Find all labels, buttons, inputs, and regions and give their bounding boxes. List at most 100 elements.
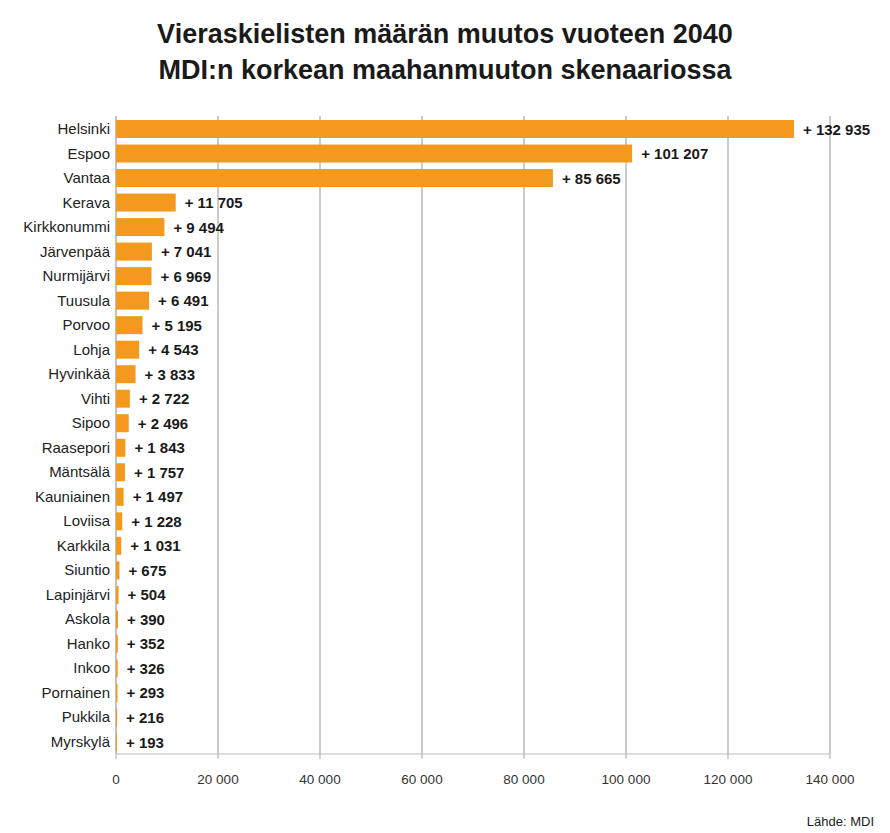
grid-line bbox=[319, 116, 320, 754]
bar bbox=[116, 463, 125, 481]
bar bbox=[116, 316, 142, 334]
category-label: Pukkila bbox=[62, 708, 111, 725]
grid-line bbox=[727, 116, 728, 754]
tick-label: 20 000 bbox=[197, 772, 238, 787]
category-label: Pornainen bbox=[42, 684, 110, 701]
data-label: + 4 543 bbox=[148, 341, 198, 358]
data-labels: + 132 935+ 101 207+ 85 665+ 11 705+ 9 49… bbox=[126, 121, 870, 751]
data-label: + 7 041 bbox=[161, 243, 211, 260]
tick-mark bbox=[320, 754, 321, 759]
category-label: Hanko bbox=[67, 635, 110, 652]
bar bbox=[116, 414, 129, 432]
bar bbox=[116, 659, 118, 677]
category-label: Karkkila bbox=[57, 537, 111, 554]
data-label: + 3 833 bbox=[145, 366, 195, 383]
category-label: Helsinki bbox=[57, 120, 110, 137]
bar bbox=[116, 292, 149, 310]
chart-svg: Vieraskielisten määrän muutos vuoteen 20… bbox=[0, 0, 890, 833]
category-label: Kirkkonummi bbox=[23, 218, 110, 235]
grid-line bbox=[523, 116, 524, 754]
category-label: Järvenpää bbox=[40, 243, 111, 260]
category-label: Lapinjärvi bbox=[46, 586, 110, 603]
data-label: + 2 496 bbox=[138, 415, 188, 432]
bar bbox=[116, 218, 164, 236]
data-label: + 216 bbox=[126, 709, 164, 726]
grid-line bbox=[217, 116, 218, 754]
data-label: + 85 665 bbox=[562, 170, 621, 187]
x-axis: 0 20 000 40 000 60 000 80 000 100 000 120 000 1… bbox=[112, 754, 854, 787]
category-label: Kauniainen bbox=[35, 488, 110, 505]
data-label: + 5 195 bbox=[151, 317, 201, 334]
tick-label: 60 000 bbox=[401, 772, 442, 787]
tick-mark bbox=[830, 754, 831, 759]
bar bbox=[116, 267, 152, 285]
bar bbox=[116, 341, 139, 359]
bar bbox=[116, 561, 119, 579]
tick-label: 0 bbox=[112, 772, 120, 787]
bar bbox=[116, 733, 117, 751]
category-label: Vantaa bbox=[64, 169, 111, 186]
tick-label: 80 000 bbox=[503, 772, 544, 787]
tick-label: 100 000 bbox=[602, 772, 651, 787]
category-label: Sipoo bbox=[72, 414, 110, 431]
bar bbox=[116, 537, 121, 555]
category-label: Siuntio bbox=[64, 561, 110, 578]
category-label: Loviisa bbox=[63, 512, 110, 529]
category-label: Vihti bbox=[81, 390, 110, 407]
data-label: + 132 935 bbox=[803, 121, 870, 138]
grid-line bbox=[625, 116, 626, 754]
tick-label: 140 000 bbox=[806, 772, 855, 787]
bar bbox=[116, 635, 118, 653]
data-label: + 326 bbox=[127, 660, 165, 677]
axis-line bbox=[116, 754, 830, 755]
grid bbox=[116, 116, 830, 754]
data-label: + 2 722 bbox=[139, 390, 189, 407]
data-label: + 1 843 bbox=[134, 439, 184, 456]
tick-mark bbox=[728, 754, 729, 759]
bar bbox=[116, 586, 119, 604]
bar bbox=[116, 488, 124, 506]
category-label: Nurmijärvi bbox=[43, 267, 111, 284]
tick-mark bbox=[626, 754, 627, 759]
data-label: + 11 705 bbox=[185, 194, 243, 211]
category-label: Myrskylä bbox=[51, 733, 111, 750]
data-label: + 6 491 bbox=[158, 292, 208, 309]
data-label: + 352 bbox=[127, 635, 165, 652]
grid-line bbox=[115, 116, 116, 754]
bars bbox=[116, 120, 794, 751]
bar bbox=[116, 708, 117, 726]
tick-label: 40 000 bbox=[299, 772, 340, 787]
category-label: Raasepori bbox=[42, 439, 110, 456]
data-label: + 1 757 bbox=[134, 464, 184, 481]
data-label: + 504 bbox=[128, 586, 167, 603]
category-label: Lohja bbox=[73, 341, 110, 358]
data-label: + 675 bbox=[128, 562, 166, 579]
bar bbox=[116, 684, 117, 702]
data-label: + 1 497 bbox=[133, 488, 183, 505]
data-label: + 101 207 bbox=[641, 145, 708, 162]
category-label: Hyvinkää bbox=[48, 365, 110, 382]
bar bbox=[116, 439, 125, 457]
category-label: Mäntsälä bbox=[49, 463, 111, 480]
bar bbox=[116, 145, 632, 163]
category-label: Kerava bbox=[62, 194, 110, 211]
tick-mark bbox=[116, 754, 117, 759]
data-label: + 293 bbox=[126, 684, 164, 701]
title-line: Vieraskielisten määrän muutos vuoteen 20… bbox=[157, 19, 733, 49]
bar bbox=[116, 243, 152, 261]
category-label: Inkoo bbox=[73, 659, 110, 676]
bar bbox=[116, 365, 136, 383]
title-line: MDI:n korkean maahanmuuton skenaariossa bbox=[158, 55, 732, 85]
category-labels: HelsinkiEspooVantaaKeravaKirkkonummiJärv… bbox=[23, 120, 110, 750]
category-label: Askola bbox=[65, 610, 111, 627]
grid-line bbox=[421, 116, 422, 754]
bar bbox=[116, 610, 118, 628]
chart-container: Vieraskielisten määrän muutos vuoteen 20… bbox=[0, 0, 890, 833]
tick-label: 120 000 bbox=[704, 772, 753, 787]
data-label: + 1 031 bbox=[130, 537, 180, 554]
grid-line bbox=[829, 116, 830, 754]
bar bbox=[116, 169, 553, 187]
source: Lähde: MDI bbox=[807, 814, 874, 829]
category-label: Porvoo bbox=[62, 316, 110, 333]
bar bbox=[116, 120, 794, 138]
